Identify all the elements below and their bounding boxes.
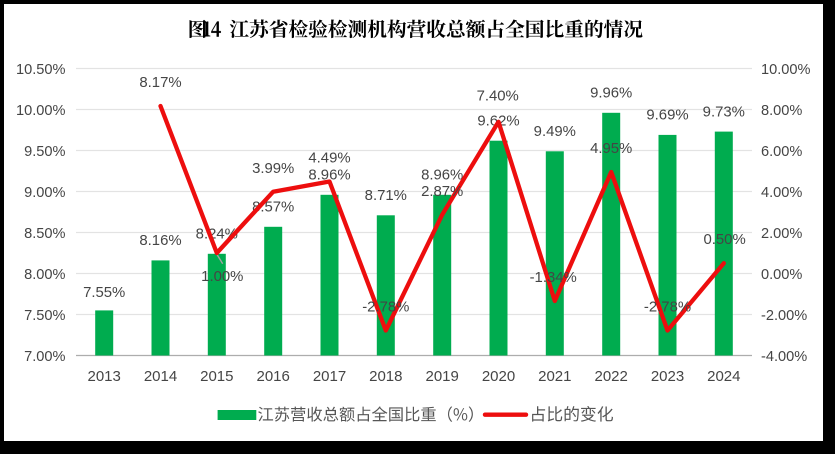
svg-text:8.50%: 8.50% xyxy=(24,226,65,242)
svg-text:3.99%: 3.99% xyxy=(252,161,294,177)
svg-text:-1.34%: -1.34% xyxy=(530,270,577,286)
svg-text:2019: 2019 xyxy=(426,368,459,385)
svg-text:9.00%: 9.00% xyxy=(24,185,65,201)
svg-text:9.49%: 9.49% xyxy=(534,124,576,140)
svg-text:0.50%: 0.50% xyxy=(703,232,745,248)
svg-text:-2.78%: -2.78% xyxy=(362,300,409,316)
svg-text:-4.00%: -4.00% xyxy=(761,349,807,365)
svg-text:10.00%: 10.00% xyxy=(761,62,811,78)
svg-text:2023: 2023 xyxy=(651,368,684,385)
svg-text:2018: 2018 xyxy=(369,368,402,385)
svg-text:4.95%: 4.95% xyxy=(590,141,632,157)
svg-text:8.96%: 8.96% xyxy=(308,168,350,184)
svg-text:2016: 2016 xyxy=(257,368,290,385)
svg-text:2017: 2017 xyxy=(313,368,346,385)
svg-text:8.00%: 8.00% xyxy=(761,103,802,119)
svg-text:9.50%: 9.50% xyxy=(24,144,65,160)
svg-text:-2.00%: -2.00% xyxy=(761,308,807,324)
svg-text:2021: 2021 xyxy=(538,368,571,385)
svg-text:10.50%: 10.50% xyxy=(16,62,66,78)
svg-text:10.00%: 10.00% xyxy=(16,103,66,119)
svg-text:7.50%: 7.50% xyxy=(24,308,65,324)
svg-text:4.00%: 4.00% xyxy=(761,185,802,201)
svg-text:9.73%: 9.73% xyxy=(703,104,745,120)
svg-text:8.16%: 8.16% xyxy=(139,233,181,249)
svg-text:2020: 2020 xyxy=(482,368,515,385)
svg-text:9.96%: 9.96% xyxy=(590,86,632,102)
svg-text:2014: 2014 xyxy=(144,368,177,385)
svg-text:2013: 2013 xyxy=(88,368,121,385)
svg-text:8.17%: 8.17% xyxy=(139,75,181,91)
svg-text:2.87%: 2.87% xyxy=(421,184,463,200)
svg-text:8.00%: 8.00% xyxy=(24,267,65,283)
svg-text:2022: 2022 xyxy=(595,368,628,385)
svg-text:7.00%: 7.00% xyxy=(24,349,65,365)
svg-text:4.49%: 4.49% xyxy=(308,151,350,167)
svg-text:6.00%: 6.00% xyxy=(761,144,802,160)
svg-text:2015: 2015 xyxy=(200,368,233,385)
svg-text:7.40%: 7.40% xyxy=(477,89,519,105)
svg-text:7.55%: 7.55% xyxy=(83,285,125,301)
svg-text:2024: 2024 xyxy=(707,368,740,385)
svg-text:1.00%: 1.00% xyxy=(201,269,243,285)
svg-text:8.71%: 8.71% xyxy=(365,188,407,204)
svg-text:2.00%: 2.00% xyxy=(761,226,802,242)
svg-text:8.96%: 8.96% xyxy=(421,168,463,184)
svg-text:0.00%: 0.00% xyxy=(761,267,802,283)
svg-text:-2.78%: -2.78% xyxy=(644,300,691,316)
svg-text:9.69%: 9.69% xyxy=(646,108,688,124)
